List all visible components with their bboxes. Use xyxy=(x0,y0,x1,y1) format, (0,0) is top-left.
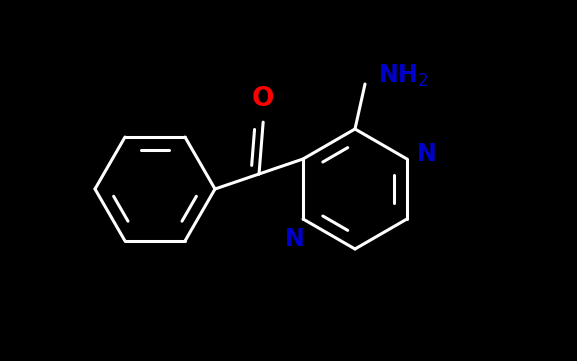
Text: NH$_2$: NH$_2$ xyxy=(378,63,428,89)
Text: N: N xyxy=(285,227,305,251)
Text: O: O xyxy=(252,86,275,112)
Text: N: N xyxy=(417,142,437,166)
